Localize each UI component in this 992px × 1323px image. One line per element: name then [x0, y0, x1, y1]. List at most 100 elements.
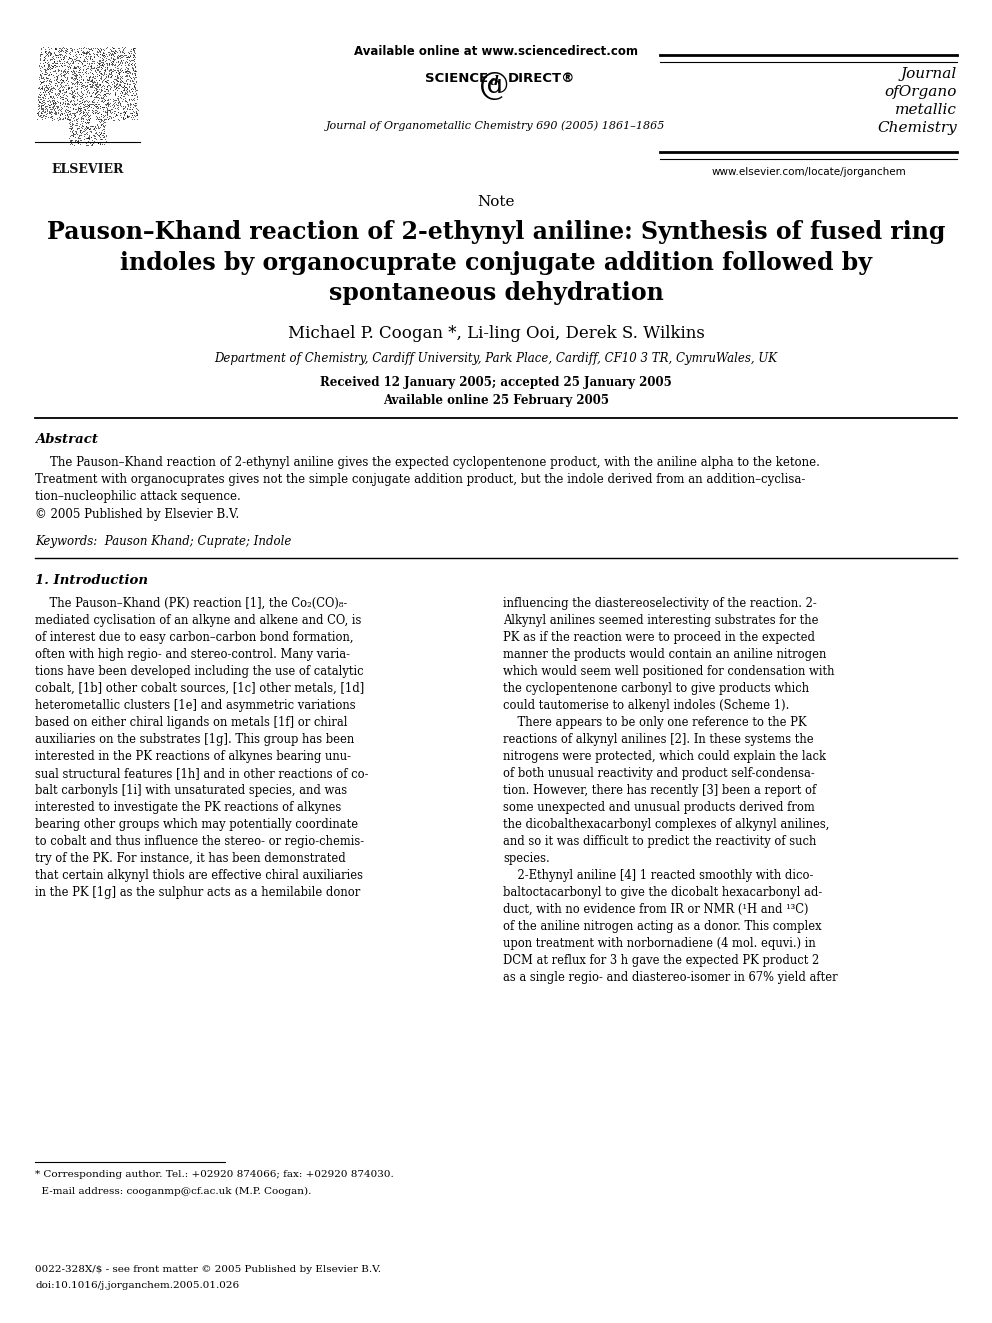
Point — [96, 83, 112, 105]
Point — [114, 37, 130, 58]
Point — [95, 38, 111, 60]
Point — [99, 71, 115, 93]
Point — [73, 123, 89, 144]
Point — [40, 58, 56, 79]
Point — [40, 78, 56, 99]
Point — [47, 83, 62, 105]
Point — [34, 101, 50, 122]
Point — [72, 95, 88, 116]
Point — [81, 120, 97, 142]
Point — [62, 112, 77, 134]
Point — [64, 94, 80, 115]
Point — [122, 73, 138, 94]
Point — [126, 106, 142, 127]
Point — [111, 78, 127, 99]
Point — [79, 67, 95, 89]
Point — [129, 86, 145, 107]
Point — [42, 58, 58, 79]
Point — [89, 73, 105, 94]
Point — [124, 69, 140, 90]
Point — [56, 89, 71, 110]
Point — [56, 79, 71, 101]
Point — [44, 94, 60, 115]
Point — [65, 81, 81, 102]
Point — [89, 65, 105, 86]
Point — [97, 50, 113, 71]
Point — [48, 38, 63, 60]
Point — [53, 69, 68, 90]
Point — [119, 105, 135, 126]
Point — [108, 77, 124, 98]
Point — [59, 79, 74, 101]
Point — [78, 44, 94, 65]
Point — [88, 82, 104, 103]
Point — [98, 124, 114, 146]
Point — [88, 86, 104, 107]
Point — [31, 90, 47, 111]
Point — [88, 57, 104, 78]
Point — [67, 48, 83, 69]
Point — [89, 85, 105, 106]
Point — [96, 101, 112, 122]
Point — [92, 67, 108, 89]
Point — [73, 108, 89, 130]
Point — [127, 46, 143, 67]
Point — [109, 46, 125, 67]
Point — [63, 124, 79, 146]
Point — [87, 83, 103, 105]
Point — [56, 49, 71, 70]
Point — [122, 94, 138, 115]
Point — [78, 53, 94, 74]
Point — [56, 75, 71, 97]
Point — [35, 98, 51, 119]
Point — [74, 131, 90, 152]
Point — [44, 78, 60, 99]
Point — [59, 86, 74, 107]
Point — [97, 111, 113, 132]
Point — [69, 118, 85, 139]
Point — [87, 102, 103, 123]
Point — [91, 54, 107, 75]
Point — [75, 108, 91, 130]
Point — [93, 79, 109, 101]
Point — [124, 56, 140, 77]
Point — [69, 74, 85, 95]
Point — [93, 54, 109, 75]
Point — [52, 82, 67, 103]
Point — [53, 45, 68, 66]
Point — [43, 44, 59, 65]
Point — [112, 58, 128, 79]
Point — [117, 53, 133, 74]
Point — [106, 49, 122, 70]
Point — [80, 105, 96, 126]
Point — [81, 132, 97, 153]
Point — [64, 52, 80, 73]
Point — [84, 103, 100, 124]
Point — [45, 79, 61, 101]
Point — [87, 77, 103, 98]
Point — [117, 107, 133, 128]
Point — [104, 50, 120, 71]
Point — [120, 62, 136, 83]
Point — [102, 58, 118, 79]
Point — [74, 83, 90, 105]
Point — [53, 81, 68, 102]
Point — [93, 65, 109, 86]
Point — [110, 71, 126, 93]
Point — [38, 83, 54, 105]
Point — [66, 79, 82, 101]
Point — [58, 81, 73, 102]
Point — [50, 78, 65, 99]
Point — [50, 86, 65, 107]
Point — [78, 61, 94, 82]
Point — [106, 54, 122, 75]
Text: www.elsevier.com/locate/jorganchem: www.elsevier.com/locate/jorganchem — [711, 167, 906, 177]
Point — [126, 108, 142, 130]
Point — [87, 108, 103, 130]
Point — [126, 37, 142, 58]
Point — [90, 94, 106, 115]
Point — [100, 89, 116, 110]
Point — [116, 103, 132, 124]
Point — [76, 61, 92, 82]
Point — [119, 98, 135, 119]
